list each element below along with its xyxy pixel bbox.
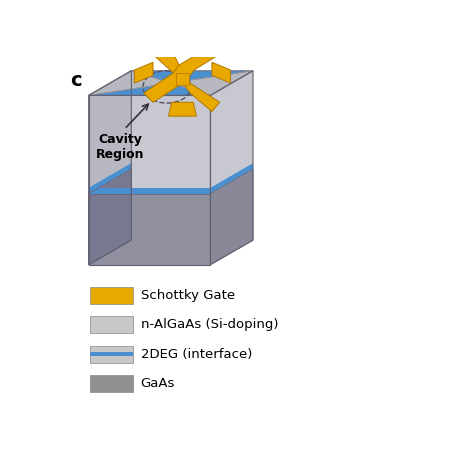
Polygon shape (210, 163, 253, 194)
Polygon shape (89, 83, 210, 95)
Polygon shape (131, 71, 253, 83)
Polygon shape (90, 352, 133, 356)
Polygon shape (90, 375, 133, 392)
Polygon shape (176, 73, 189, 85)
Polygon shape (90, 346, 133, 363)
Polygon shape (212, 62, 230, 83)
Text: n-AlGaAs (Si-doping): n-AlGaAs (Si-doping) (141, 319, 278, 331)
Polygon shape (89, 169, 131, 265)
Text: Schottky Gate: Schottky Gate (141, 289, 235, 302)
Polygon shape (89, 194, 210, 265)
Polygon shape (89, 188, 210, 194)
Polygon shape (135, 62, 153, 83)
Polygon shape (210, 169, 253, 265)
Polygon shape (89, 95, 210, 188)
Polygon shape (145, 37, 219, 111)
Polygon shape (210, 71, 253, 188)
Polygon shape (169, 37, 196, 50)
Text: Cavity
Region: Cavity Region (96, 133, 145, 161)
Polygon shape (90, 287, 133, 304)
Text: 2DEG (interface): 2DEG (interface) (141, 347, 252, 361)
Polygon shape (89, 71, 171, 95)
Text: c: c (70, 71, 82, 90)
Polygon shape (144, 45, 223, 102)
Polygon shape (171, 71, 253, 95)
Text: GaAs: GaAs (141, 377, 175, 390)
Polygon shape (169, 102, 196, 116)
Polygon shape (89, 163, 131, 194)
Polygon shape (89, 71, 131, 188)
Polygon shape (90, 316, 133, 333)
